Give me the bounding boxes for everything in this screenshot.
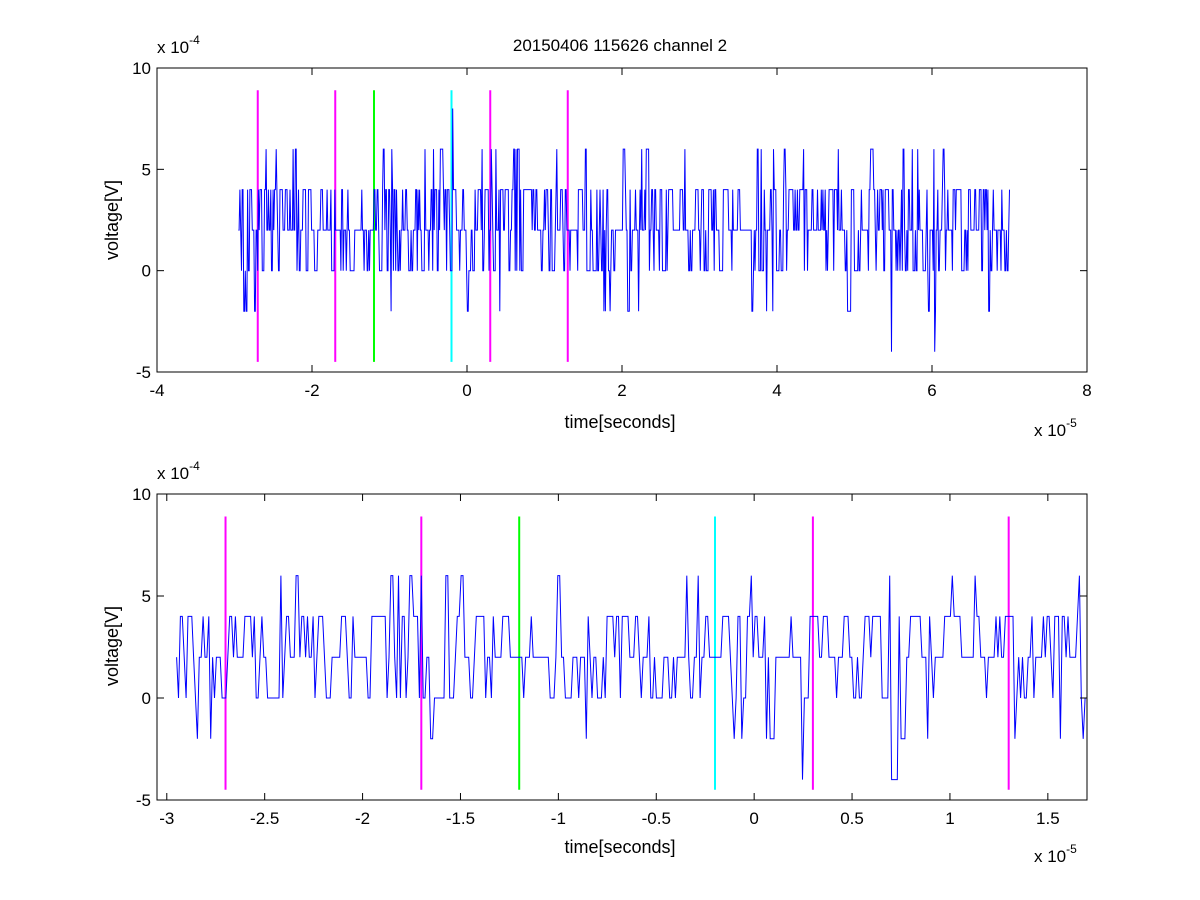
- bottom-plot-xlabel: time[seconds]: [564, 837, 675, 857]
- bottom-plot-ytick-label: 5: [142, 587, 151, 606]
- bottom-plot-ytick-label: 10: [132, 485, 151, 504]
- bottom-plot-xtick-label: 0: [749, 809, 758, 828]
- figure-title: 20150406 115626 channel 2: [513, 36, 727, 55]
- bottom-plot-xtick-label: -2: [355, 809, 370, 828]
- top-plot-markers: [256, 90, 569, 362]
- top-plot-y-multiplier-exp: -4: [189, 33, 200, 47]
- bottom-plot: -3 -2.5 -2 -1.5 -1 -0.5 0 0.5 1 1.5 -5 0 5 10 time[se…: [102, 459, 1088, 866]
- bottom-plot-x-multiplier-base: x 10: [1034, 847, 1066, 866]
- bottom-plot-xtick-label: -1.5: [446, 809, 475, 828]
- top-plot-xtick-label: 8: [1082, 381, 1091, 400]
- top-plot-x-multiplier: x 10-5: [1034, 416, 1077, 440]
- bottom-plot-signal: [176, 575, 1087, 781]
- top-plot-xtick-label: -4: [149, 381, 164, 400]
- bottom-plot-y-multiplier: x 10-4: [157, 459, 200, 483]
- bottom-plot-x-multiplier: x 10-5: [1034, 842, 1077, 866]
- bottom-plot-xtick-label: 0.5: [840, 809, 864, 828]
- top-plot-ticks: -4 -2 0 2 4 6 8 -5 0 5 10: [132, 59, 1092, 400]
- bottom-plot-y-multiplier-base: x 10: [157, 464, 189, 483]
- bottom-plot-signal-line: [176, 575, 1087, 781]
- top-plot-ytick-label: -5: [136, 363, 151, 382]
- bottom-plot-xtick-label: -0.5: [642, 809, 671, 828]
- top-plot-y-multiplier-base: x 10: [157, 38, 189, 57]
- top-plot-xtick-label: 4: [772, 381, 781, 400]
- top-plot-xlabel: time[seconds]: [564, 412, 675, 432]
- bottom-plot-x-multiplier-exp: -5: [1066, 842, 1077, 856]
- top-plot-xtick-label: 0: [462, 381, 471, 400]
- top-plot-ylabel: voltage[V]: [102, 180, 122, 260]
- bottom-plot-xtick-label: -3: [159, 809, 174, 828]
- bottom-plot-ticks: -3 -2.5 -2 -1.5 -1 -0.5 0 0.5 1 1.5 -5 0 5 10: [132, 485, 1087, 828]
- bottom-plot-xtick-label: 1: [945, 809, 954, 828]
- top-plot-xtick-label: 2: [617, 381, 626, 400]
- top-plot-ytick-label: 0: [142, 262, 151, 281]
- top-plot: -4 -2 0 2 4 6 8 -5 0 5 10 time[seconds] voltage[V]…: [102, 33, 1092, 440]
- bottom-plot-xtick-label: -1: [551, 809, 566, 828]
- bottom-plot-ytick-label: -5: [136, 791, 151, 810]
- bottom-plot-xtick-label: 1.5: [1036, 809, 1060, 828]
- bottom-plot-y-multiplier-exp: -4: [189, 459, 200, 473]
- top-plot-xtick-label: -2: [304, 381, 319, 400]
- bottom-plot-markers: [224, 516, 1010, 790]
- top-plot-ytick-label: 5: [142, 160, 151, 179]
- top-plot-signal-line: [238, 108, 1010, 352]
- top-plot-x-multiplier-base: x 10: [1034, 421, 1066, 440]
- top-plot-x-multiplier-exp: -5: [1066, 416, 1077, 430]
- bottom-plot-ytick-label: 0: [142, 689, 151, 708]
- top-plot-y-multiplier: x 10-4: [157, 33, 200, 57]
- bottom-plot-xtick-label: -2.5: [250, 809, 279, 828]
- top-plot-signal: [238, 108, 1010, 352]
- top-plot-ytick-label: 10: [132, 59, 151, 78]
- bottom-plot-ylabel: voltage[V]: [102, 606, 122, 686]
- bottom-plot-axes-box: [156, 493, 1088, 801]
- top-plot-xtick-label: 6: [927, 381, 936, 400]
- bottom-plot-frame: [156, 493, 1088, 801]
